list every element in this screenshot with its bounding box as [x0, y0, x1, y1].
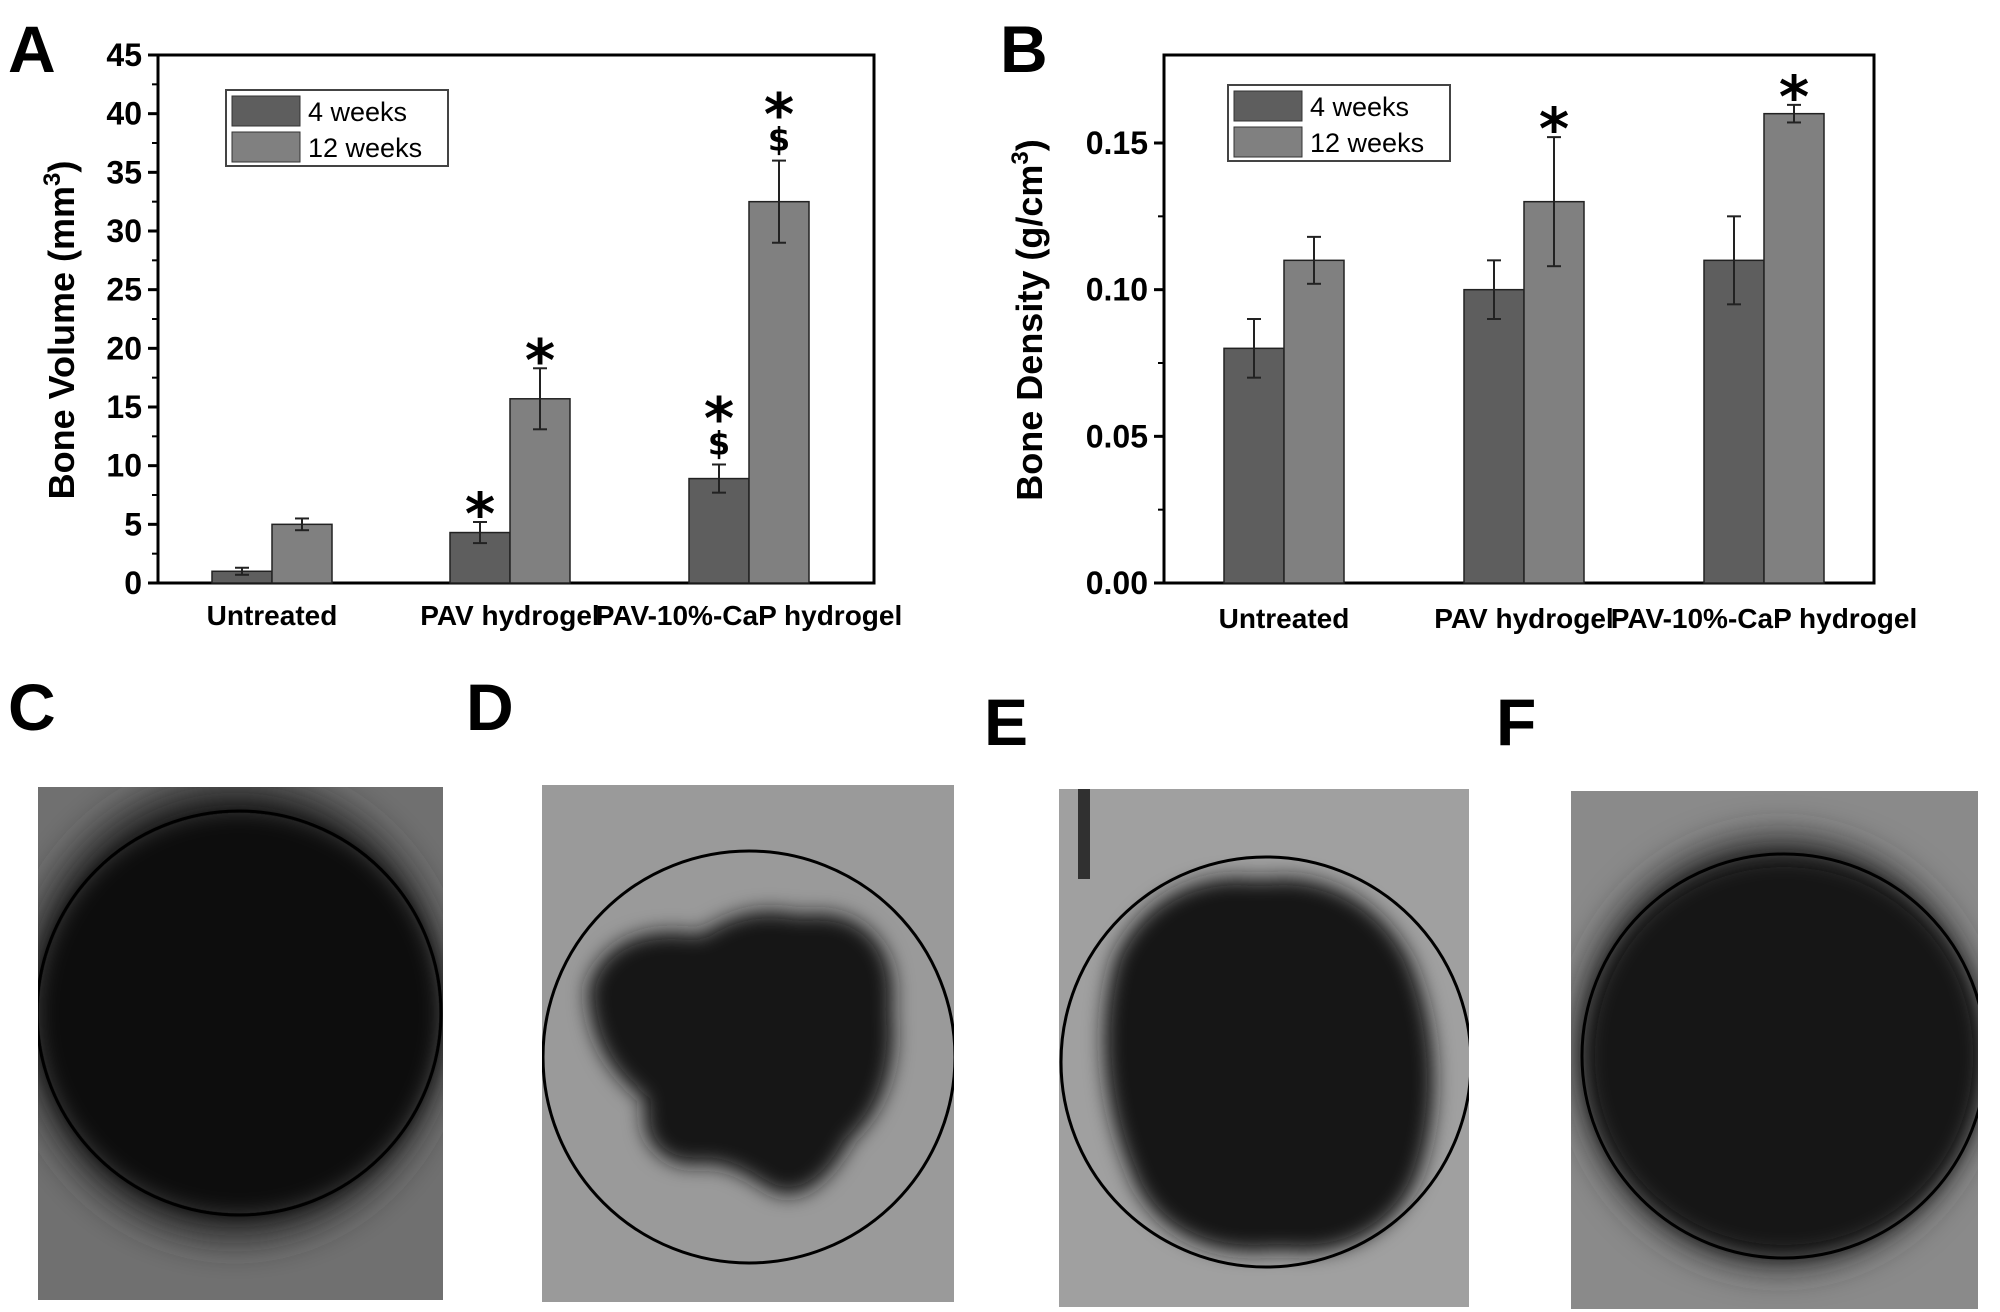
legend-label-4-weeks: 4 weeks — [1310, 92, 1409, 122]
panel-label-a: A — [8, 12, 56, 86]
y-tick-label: 5 — [124, 506, 142, 542]
chart-b-bone-density: 0.00 0.05 0.10 0.15 Untreated PAV hydrogelPA… — [1007, 53, 1918, 634]
category-label-pav-hydrogel: PAV hydrogel — [420, 600, 599, 631]
y-tick-label: 20 — [106, 330, 142, 366]
defect-outline-circle — [542, 849, 954, 1265]
legend-label-4-weeks: 4 weeks — [308, 97, 407, 127]
significance-star: * — [1779, 63, 1809, 131]
significance-star: * — [465, 480, 495, 548]
bar-pav-10-cap-hydrogel-4-weeks — [1703, 259, 1765, 584]
chart-a-significance-marks: **$*$* — [465, 81, 794, 548]
y-tick-label: 0.00 — [1086, 565, 1148, 601]
category-label-pav-hydrogel: PAV hydrogel — [1434, 603, 1613, 634]
y-tick-label: 30 — [106, 213, 142, 249]
bar-untreated-12-weeks — [271, 523, 333, 584]
defect-outline-circle — [1059, 855, 1469, 1269]
significance-dollar: $ — [708, 424, 730, 462]
legend-label-12-weeks: 12 weeks — [1310, 128, 1424, 158]
defect-outline-circle — [38, 809, 443, 1217]
bar-pav-10-cap-hydrogel-12-weeks — [1763, 112, 1825, 584]
y-tick-label: 45 — [106, 37, 142, 73]
legend-swatch-12-weeks — [1233, 126, 1303, 158]
y-tick-label: 40 — [106, 96, 142, 132]
bar-pav-10-cap-hydrogel-12-weeks — [748, 200, 810, 584]
y-tick-label: 10 — [106, 448, 142, 484]
significance-star: * — [525, 326, 555, 394]
y-tick-label: 25 — [106, 272, 142, 308]
legend-swatch-4-weeks — [1233, 90, 1303, 122]
legend-swatch-12-weeks — [231, 131, 301, 163]
significance-star: * — [764, 81, 794, 149]
significance-dollar: $ — [768, 121, 790, 159]
y-tick-label: 0.15 — [1086, 125, 1148, 161]
legend-swatch-4-weeks — [231, 95, 301, 127]
significance-star: * — [704, 384, 734, 452]
category-label-untreated: Untreated — [1219, 603, 1350, 634]
bar-untreated-4-weeks — [1223, 347, 1285, 584]
chart-b-y-axis: 0.00 0.05 0.10 0.15 — [1086, 125, 1164, 601]
chart-b-bars — [1223, 103, 1825, 584]
image-e-pav-10-cap-4-weeks — [1059, 789, 1469, 1307]
bar-pav-hydrogel-4-weeks — [1463, 288, 1525, 584]
panel-label-e: E — [984, 685, 1028, 759]
panel-label-f: F — [1496, 685, 1536, 759]
category-label-pav-10-cap-hydrogel: PAV-10%-CaP hydrogel — [596, 600, 903, 631]
defect-outline-circle — [1580, 852, 1978, 1260]
chart-a-y-axis: 0 5 10 15 20 25 30 35 40 45 — [106, 37, 158, 601]
bar-pav-10-cap-hydrogel-4-weeks — [688, 477, 750, 584]
panel-label-b: B — [1000, 12, 1048, 86]
category-label-pav-10-cap-hydrogel: PAV-10%-CaP hydrogel — [1611, 603, 1918, 634]
chart-b-y-axis-title: Bone Density (g/cm3) — [1007, 139, 1050, 500]
significance-star: * — [1539, 95, 1569, 163]
panel-label-d: D — [466, 670, 514, 744]
chart-a-y-axis-title: Bone Volume (mm3) — [39, 161, 82, 500]
chart-b-legend: 4 weeks 12 weeks — [1227, 84, 1451, 162]
chart-b-significance-marks: * * — [1539, 63, 1809, 163]
y-tick-label: 0.10 — [1086, 272, 1148, 308]
image-f-pav-10-cap-12-weeks — [1571, 791, 1978, 1309]
category-label-untreated: Untreated — [207, 600, 338, 631]
y-tick-label: 35 — [106, 154, 142, 190]
bar-untreated-12-weeks — [1283, 259, 1345, 584]
panel-label-c: C — [8, 670, 56, 744]
chart-a-bone-volume: 0 5 10 15 20 25 30 35 40 45 Untreated PAV hydrogel… — [39, 37, 902, 631]
y-tick-label: 15 — [106, 389, 142, 425]
y-tick-label: 0 — [124, 565, 142, 601]
image-c-untreated — [38, 787, 443, 1300]
chart-a-bars — [211, 159, 810, 584]
chart-a-legend: 4 weeks 12 weeks — [225, 89, 449, 167]
image-d-pav-hydrogel — [542, 785, 954, 1302]
legend-label-12-weeks: 12 weeks — [308, 133, 422, 163]
y-tick-label: 0.05 — [1086, 418, 1148, 454]
